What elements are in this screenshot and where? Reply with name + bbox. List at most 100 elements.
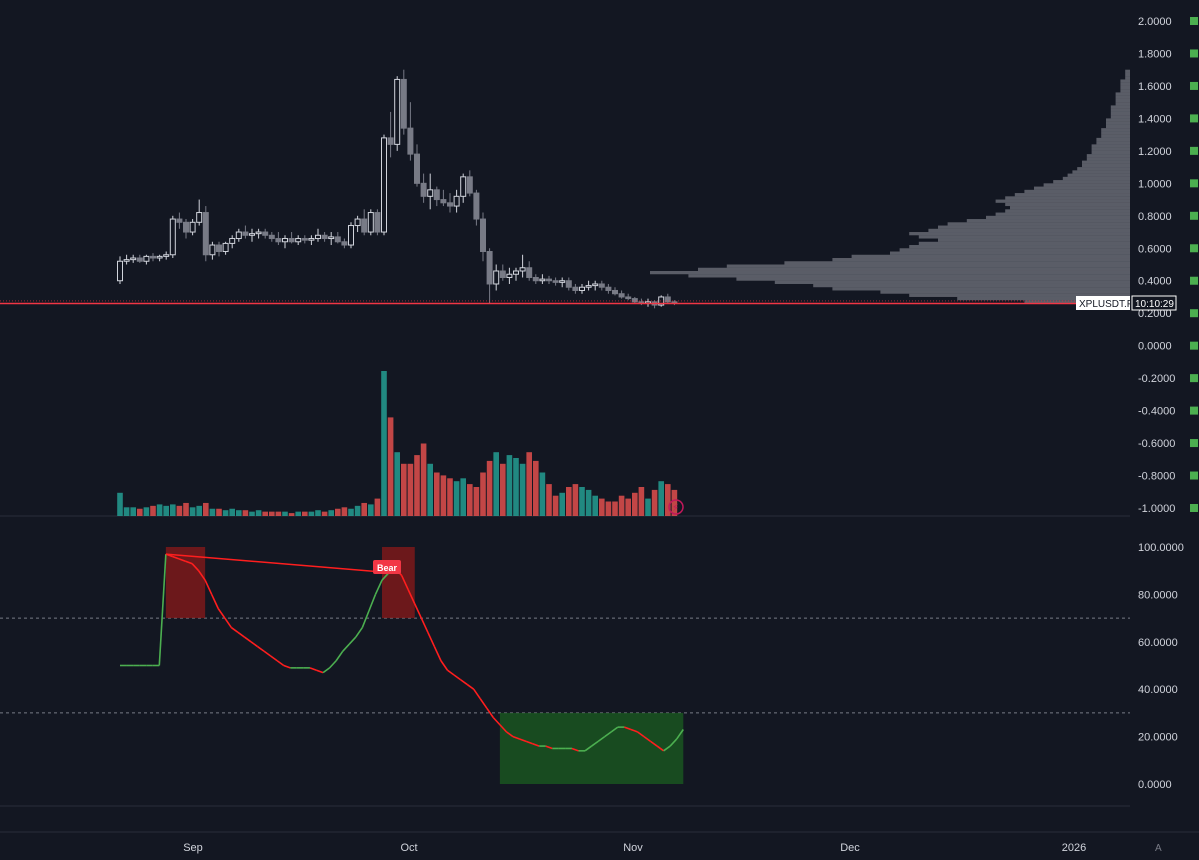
candle-body[interactable] xyxy=(143,255,150,262)
candle-body[interactable] xyxy=(123,259,130,262)
candle-body[interactable] xyxy=(519,267,526,272)
candle-body[interactable] xyxy=(447,202,453,207)
alert-marker xyxy=(1190,471,1198,480)
candle-body[interactable] xyxy=(202,212,209,256)
candle-body[interactable] xyxy=(513,270,519,275)
candle-body[interactable] xyxy=(216,244,222,253)
alert-marker xyxy=(1190,374,1198,383)
auto-scale-button[interactable]: A xyxy=(1155,843,1162,854)
candle-body[interactable] xyxy=(414,153,420,184)
candle-body[interactable] xyxy=(631,298,638,303)
candle-body[interactable] xyxy=(532,276,539,282)
candle-body[interactable] xyxy=(354,218,361,227)
candle-body[interactable] xyxy=(499,270,506,278)
candle-body[interactable] xyxy=(552,280,559,283)
candles[interactable] xyxy=(117,69,678,309)
candle-body[interactable] xyxy=(565,280,572,288)
candle-body[interactable] xyxy=(618,293,625,298)
candle-body[interactable] xyxy=(308,238,315,241)
volume-profile-bin xyxy=(995,212,1130,216)
candle-body[interactable] xyxy=(473,192,480,220)
candle-body[interactable] xyxy=(249,233,255,236)
candle-body[interactable] xyxy=(361,218,368,233)
candle-body[interactable] xyxy=(572,286,579,291)
candle-body[interactable] xyxy=(150,255,156,259)
candle-body[interactable] xyxy=(592,283,599,287)
candle-body[interactable] xyxy=(664,296,671,303)
candle-body[interactable] xyxy=(242,231,249,236)
candle-body[interactable] xyxy=(235,231,242,240)
candle-body[interactable] xyxy=(156,255,163,259)
candle-body[interactable] xyxy=(169,218,176,256)
candle-body[interactable] xyxy=(196,212,203,223)
price-axis[interactable]: 2.0000 1.8000 1.6000 1.4000 1.2000 1.0000 0.80… xyxy=(1138,16,1198,791)
candle-body[interactable] xyxy=(183,221,189,233)
candle-body[interactable] xyxy=(486,251,493,285)
candle-body[interactable] xyxy=(189,221,196,233)
candle-body[interactable] xyxy=(282,238,288,243)
candle-body[interactable] xyxy=(466,176,473,194)
candle-body[interactable] xyxy=(209,244,216,256)
candle-body[interactable] xyxy=(579,286,585,291)
rsi-segment xyxy=(466,683,475,690)
candle-body[interactable] xyxy=(453,195,460,207)
candle-body[interactable] xyxy=(255,231,262,235)
rsi-segment xyxy=(230,626,239,633)
volume-bar xyxy=(592,495,598,516)
rsi-pane[interactable] xyxy=(0,547,1130,784)
candle-body[interactable] xyxy=(288,238,295,243)
candle-body[interactable] xyxy=(605,286,612,291)
candle-body[interactable] xyxy=(420,182,427,197)
candle-body[interactable] xyxy=(539,278,546,282)
candle-body[interactable] xyxy=(136,257,143,262)
candle-body[interactable] xyxy=(262,231,269,236)
volume-profile-bin xyxy=(1082,163,1130,168)
candle-body[interactable] xyxy=(493,270,500,285)
candle-body[interactable] xyxy=(367,212,374,233)
candle-body[interactable] xyxy=(559,280,566,283)
candle-body[interactable] xyxy=(427,189,434,197)
candle-body[interactable] xyxy=(612,289,618,295)
candle-body[interactable] xyxy=(348,225,354,246)
candle-body[interactable] xyxy=(130,257,137,261)
candle-body[interactable] xyxy=(268,234,275,240)
candle-body[interactable] xyxy=(229,238,236,244)
candle-body[interactable] xyxy=(374,212,381,233)
candle-body[interactable] xyxy=(526,267,533,278)
time-axis[interactable]: Sep Oct Nov Dec 2026 xyxy=(183,842,1086,854)
candle-body[interactable] xyxy=(440,199,447,204)
volume-profile-bin xyxy=(1125,72,1130,77)
lightning-icon[interactable] xyxy=(668,499,684,515)
candle-body[interactable] xyxy=(407,127,414,155)
candle-body[interactable] xyxy=(301,238,308,241)
candle-body[interactable] xyxy=(295,238,302,243)
time-tick-label: Sep xyxy=(183,842,203,854)
candle-body[interactable] xyxy=(480,218,486,253)
candle-body[interactable] xyxy=(341,241,348,246)
candle-body[interactable] xyxy=(400,78,407,129)
candle-body[interactable] xyxy=(222,242,229,253)
candle-body[interactable] xyxy=(315,234,321,240)
symbol-label-bg xyxy=(1076,296,1130,310)
candle-body[interactable] xyxy=(546,278,552,282)
candle-body[interactable] xyxy=(176,218,183,223)
candle-body[interactable] xyxy=(381,137,387,233)
volume-profile-bin xyxy=(928,228,1130,233)
candle-body[interactable] xyxy=(394,78,401,145)
candle-body[interactable] xyxy=(117,260,123,282)
volume-profile-bin xyxy=(1010,206,1130,210)
candle-body[interactable] xyxy=(275,238,282,243)
candle-body[interactable] xyxy=(163,254,170,257)
rsi-segment xyxy=(499,724,508,733)
candle-body[interactable] xyxy=(387,137,394,145)
candle-body[interactable] xyxy=(506,273,513,278)
candle-body[interactable] xyxy=(328,236,335,240)
candle-body[interactable] xyxy=(460,176,467,197)
candle-body[interactable] xyxy=(321,234,328,240)
candle-body[interactable] xyxy=(334,236,341,243)
candle-body[interactable] xyxy=(598,283,605,288)
candle-body[interactable] xyxy=(625,296,632,300)
candle-body[interactable] xyxy=(585,285,592,288)
candle-body[interactable] xyxy=(433,189,440,201)
